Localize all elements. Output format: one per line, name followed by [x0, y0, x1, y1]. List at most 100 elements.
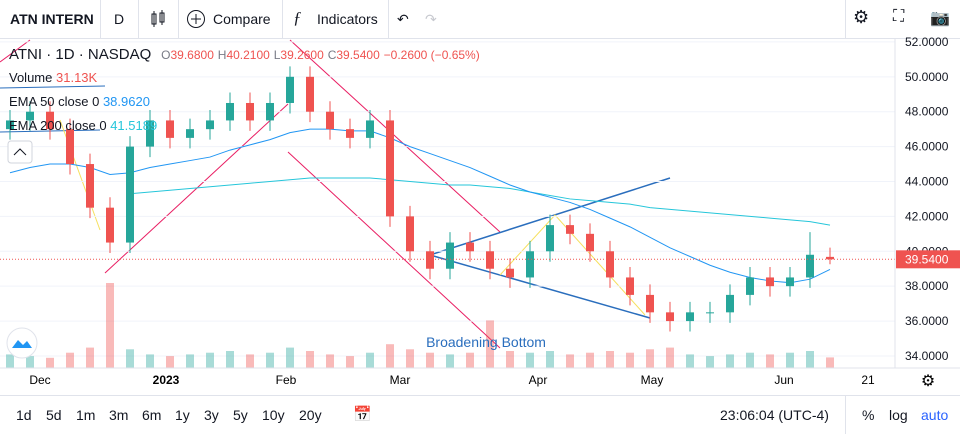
- candle-body: [226, 102, 234, 121]
- change: −0.2600 (−0.65%): [383, 48, 480, 62]
- y-tick-label: 48.0000: [905, 105, 949, 119]
- range-button[interactable]: 20y: [299, 407, 322, 423]
- volume-value: 31.13K: [56, 70, 98, 85]
- candle-body: [166, 120, 174, 138]
- volume-bar: [206, 352, 214, 368]
- candle-body: [806, 254, 814, 278]
- x-tick-label: Mar: [390, 373, 411, 387]
- volume-bar: [506, 351, 514, 368]
- log[interactable]: log: [889, 407, 908, 423]
- plus-icon[interactable]: [186, 9, 206, 29]
- l-value: 39.2600: [280, 48, 324, 62]
- volume-bar: [666, 347, 674, 368]
- legend-ema50: EMA 50 close 0 38.9620: [9, 94, 480, 118]
- candle-body: [46, 111, 54, 130]
- collapse-button[interactable]: [7, 140, 33, 164]
- auto[interactable]: auto: [921, 407, 949, 423]
- candle-body: [286, 76, 294, 103]
- undo[interactable]: ↶: [397, 11, 409, 27]
- volume-bar: [606, 351, 614, 368]
- indicators[interactable]: Indicators: [317, 11, 378, 27]
- candle-body: [386, 120, 394, 217]
- range-button[interactable]: 10y: [262, 407, 285, 423]
- volume-bar: [46, 357, 54, 368]
- volume-bar: [426, 352, 434, 368]
- separator: [388, 0, 389, 38]
- volume-bar: [286, 347, 294, 368]
- y-tick-label: 46.0000: [905, 140, 949, 154]
- x-tick-label: Jun: [774, 373, 793, 387]
- range-button[interactable]: 5d: [46, 407, 62, 423]
- legend-main: ATNI · 1D · NASDAQ O39.6800 H40.2100 L39…: [9, 46, 480, 70]
- x-tick-label: 2023: [153, 373, 180, 387]
- range-button[interactable]: 5y: [233, 407, 248, 423]
- candle-body: [326, 111, 334, 130]
- h-value: 40.2100: [226, 48, 270, 62]
- date-range-icon[interactable]: 📅: [353, 406, 372, 423]
- candle-body: [466, 242, 474, 252]
- fullscreen[interactable]: ⛶: [893, 8, 905, 25]
- candle-body: [26, 111, 34, 121]
- interval[interactable]: D: [114, 11, 125, 27]
- legend: ATNI · 1D · NASDAQ O39.6800 H40.2100 L39…: [9, 46, 480, 142]
- separator: [138, 0, 139, 38]
- range-button[interactable]: 6m: [142, 407, 162, 423]
- separator: [845, 0, 846, 38]
- y-tick-label: 42.0000: [905, 209, 949, 223]
- volume-bar: [386, 344, 394, 368]
- screenshot[interactable]: 📷: [930, 10, 950, 27]
- volume-bar: [486, 320, 494, 368]
- volume-bar: [806, 351, 814, 368]
- volume-bar: [366, 352, 374, 368]
- volume-bar: [166, 356, 174, 368]
- ema50-label: EMA 50 close 0: [9, 94, 100, 109]
- legend-title: ATNI · 1D · NASDAQ: [9, 46, 152, 63]
- candle-body: [506, 268, 514, 278]
- axis-settings[interactable]: ⚙: [921, 373, 935, 390]
- range-button[interactable]: 3m: [109, 407, 129, 423]
- ema50-line: [9, 128, 831, 284]
- percent[interactable]: %: [862, 407, 875, 423]
- candle-icon[interactable]: [150, 10, 166, 28]
- c-label: C: [327, 48, 337, 62]
- candle-body: [426, 251, 434, 269]
- volume-bar: [106, 283, 114, 368]
- candle-body: [546, 225, 554, 252]
- compare[interactable]: Compare: [213, 11, 271, 27]
- volume-bar: [346, 356, 354, 368]
- volume-bar: [746, 352, 754, 368]
- range-button[interactable]: 3y: [204, 407, 219, 423]
- range-button[interactable]: 1d: [16, 407, 32, 423]
- fx-icon[interactable]: ƒ: [293, 8, 302, 27]
- c-value: 39.5400: [336, 48, 380, 62]
- volume-bar: [306, 351, 314, 368]
- candle-body: [606, 251, 614, 278]
- volume-bar: [726, 354, 734, 368]
- annotation: Broadening Bottom: [426, 334, 546, 350]
- y-tick-label: 50.0000: [905, 70, 949, 84]
- last-price-label: 39.5400: [905, 252, 949, 266]
- volume-bar: [446, 354, 454, 368]
- volume-bar: [326, 354, 334, 368]
- settings[interactable]: ⚙: [853, 7, 870, 27]
- redo[interactable]: ↷: [425, 11, 437, 27]
- candle-body: [266, 102, 274, 121]
- separator: [845, 396, 846, 434]
- volume-bar: [546, 351, 554, 368]
- toolbar: ATN INTERN D Compare ƒ Indicators ↶ ↷ ⚙ …: [0, 0, 960, 39]
- volume-bar: [626, 352, 634, 368]
- range-button[interactable]: 1y: [175, 407, 190, 423]
- candle-body: [366, 120, 374, 138]
- volume-bar: [6, 354, 14, 368]
- candle-body: [826, 256, 834, 260]
- range-button[interactable]: 1m: [76, 407, 96, 423]
- symbol[interactable]: ATN INTERN: [10, 11, 94, 27]
- o-value: 39.6800: [170, 48, 214, 62]
- candle-body: [666, 312, 674, 322]
- legend-volume: Volume 31.13K: [9, 70, 480, 94]
- ema200-value: 41.5189: [110, 118, 158, 133]
- volume-bar: [146, 354, 154, 368]
- logo[interactable]: [6, 327, 38, 359]
- bottom-bar: 23:06:04 (UTC-4) % log auto 📅 1d 5d 1m 3m 6m…: [0, 395, 960, 434]
- separator: [282, 0, 283, 38]
